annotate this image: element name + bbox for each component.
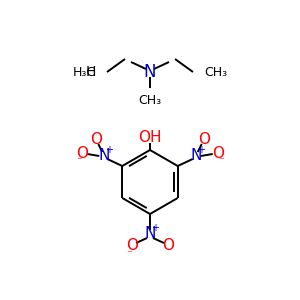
Text: O: O [126, 238, 138, 253]
Text: CH₃: CH₃ [204, 65, 227, 79]
Text: +: + [105, 145, 113, 155]
Text: O: O [76, 146, 88, 161]
Text: ⁻: ⁻ [218, 156, 224, 166]
Text: O: O [198, 133, 210, 148]
Text: OH: OH [138, 130, 162, 145]
Text: +: + [151, 223, 159, 233]
Text: ⁻: ⁻ [126, 249, 132, 259]
Text: H: H [85, 65, 96, 79]
Text: N: N [190, 148, 201, 164]
Text: H₃C: H₃C [73, 65, 96, 79]
Text: CH₃: CH₃ [138, 94, 162, 106]
Text: O: O [90, 133, 102, 148]
Text: O: O [212, 146, 224, 161]
Text: N: N [99, 148, 110, 164]
Text: ⁻: ⁻ [76, 156, 82, 166]
Text: N: N [144, 226, 156, 242]
Text: N: N [144, 63, 156, 81]
Text: O: O [162, 238, 174, 253]
Text: +: + [197, 145, 205, 155]
